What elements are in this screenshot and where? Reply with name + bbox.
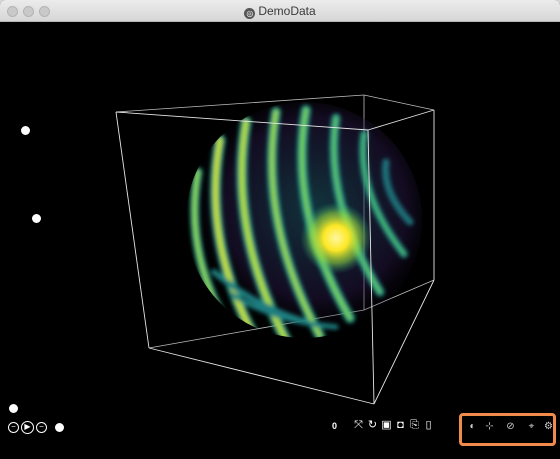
title-bar: ◎ DemoData xyxy=(0,0,560,22)
volume-render-canvas[interactable] xyxy=(6,22,554,459)
step-forward-icon[interactable]: − xyxy=(36,421,47,433)
render-options-toolbar: ◐ ⊹ ⊘ ⌖ ⚙ xyxy=(467,421,554,432)
close-window-button[interactable] xyxy=(7,6,18,17)
app-icon: ◎ xyxy=(244,8,256,19)
frame-number: 0 xyxy=(332,421,338,431)
minimize-window-button[interactable] xyxy=(23,6,34,17)
window-title-area: ◎ DemoData xyxy=(0,4,560,19)
play-icon[interactable]: ▶ xyxy=(21,420,34,434)
camera-icon[interactable]: ◘ xyxy=(397,419,404,431)
colormap-handle-middle[interactable] xyxy=(32,214,41,223)
viewer-toolbar: ⤧ ↻ ▣ ◘ ⎘ ▯ xyxy=(353,419,434,431)
highlighted-controls-box xyxy=(459,413,556,446)
zoom-window-button[interactable] xyxy=(39,6,50,17)
reset-view-icon[interactable]: ↻ xyxy=(367,419,378,431)
shading-icon[interactable]: ◐ xyxy=(469,421,476,432)
window-title: DemoData xyxy=(258,4,316,18)
crosshair-icon[interactable]: ⌖ xyxy=(528,421,535,432)
sphere-core-highlight xyxy=(300,202,372,274)
3d-viewport[interactable]: − ▶ − 0 ⤧ ↻ ▣ ◘ ⎘ ▯ xyxy=(6,22,554,459)
export-icon[interactable]: ⎘ xyxy=(410,419,419,431)
axis-icon[interactable]: ⊹ xyxy=(485,421,494,432)
step-back-icon[interactable]: − xyxy=(8,421,19,433)
playback-controls: − ▶ − xyxy=(8,420,64,434)
settings-icon[interactable]: ⚙ xyxy=(544,421,553,432)
fit-view-icon[interactable]: ⤧ xyxy=(354,419,363,431)
rotate-icon[interactable]: ⊘ xyxy=(506,421,515,432)
colormap-handle-bottom[interactable] xyxy=(9,404,18,413)
timeline-slider-knob[interactable] xyxy=(55,422,64,432)
record-icon[interactable]: ▣ xyxy=(381,419,392,431)
colormap-handle-top[interactable] xyxy=(21,126,30,135)
bounding-box-front xyxy=(115,109,435,405)
document-icon[interactable]: ▯ xyxy=(425,419,432,431)
